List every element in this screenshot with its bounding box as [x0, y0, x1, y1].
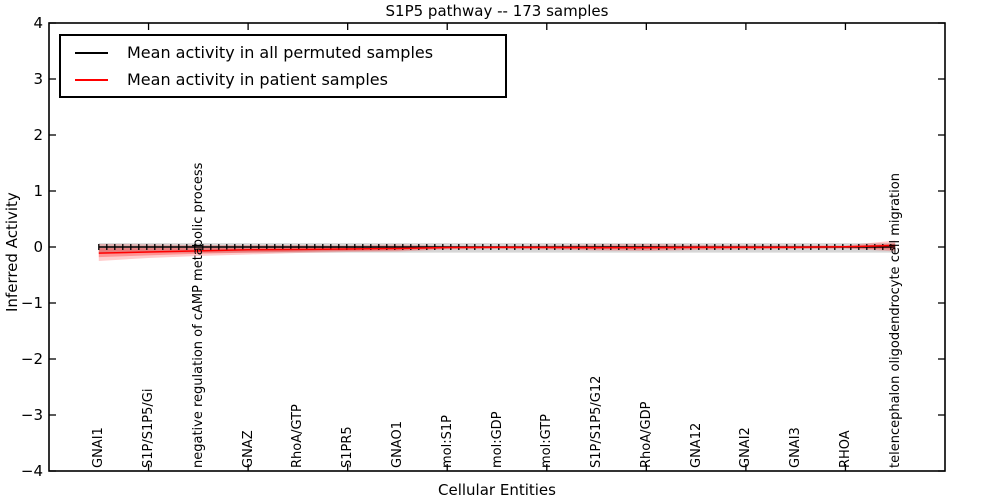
- x-category-label: S1P/S1P5/G12: [589, 375, 605, 468]
- legend-entry-permuted: Mean activity in all permuted samples: [61, 40, 505, 66]
- legend-line-patient-icon: [75, 78, 108, 81]
- patient-mean-line: [98, 244, 896, 254]
- legend-label-permuted: Mean activity in all permuted samples: [127, 43, 434, 62]
- x-category-label: GNAZ: [240, 430, 256, 468]
- x-category-label: negative regulation of cAMP metabolic pr…: [190, 162, 206, 468]
- legend-entry-patient: Mean activity in patient samples: [61, 67, 505, 93]
- x-category-label: mol:GDP: [489, 411, 505, 468]
- y-tick-label: −3: [20, 406, 43, 424]
- x-axis-label: Cellular Entities: [438, 481, 556, 499]
- y-tick-label: −4: [20, 462, 43, 480]
- y-tick-label: −2: [20, 350, 43, 368]
- chart-title: S1P5 pathway -- 173 samples: [385, 2, 609, 20]
- y-tick-label: 1: [33, 182, 43, 200]
- x-category-label: GNAI2: [738, 427, 754, 468]
- y-tick-label: 0: [33, 238, 43, 256]
- patient-outer-band: [98, 240, 896, 261]
- x-category-label: GNA12: [688, 422, 704, 468]
- y-tick-label: 2: [33, 126, 43, 144]
- x-category-label: GNAI1: [91, 427, 107, 468]
- x-category-label: telencephalon oligodendrocyte cell migra…: [887, 173, 903, 468]
- x-category-label: RhoA/GDP: [638, 401, 654, 468]
- legend: Mean activity in all permuted samples Me…: [59, 34, 507, 98]
- x-category-label: S1PR5: [340, 426, 356, 468]
- y-tick-label: 3: [33, 70, 43, 88]
- legend-label-patient: Mean activity in patient samples: [127, 70, 388, 89]
- y-tick-label: 4: [33, 14, 43, 32]
- x-category-label: GNAI3: [788, 427, 804, 468]
- x-category-label: mol:GTP: [539, 414, 555, 468]
- x-category-label: S1P/S1P5/Gi: [141, 388, 157, 468]
- x-category-label: mol:S1P: [439, 415, 455, 468]
- legend-line-permuted-icon: [75, 51, 108, 54]
- x-category-label: RhoA/GTP: [290, 404, 306, 468]
- y-tick-label: −1: [20, 294, 43, 312]
- x-category-label: RHOA: [837, 430, 853, 468]
- x-category-label: GNAO1: [389, 421, 405, 468]
